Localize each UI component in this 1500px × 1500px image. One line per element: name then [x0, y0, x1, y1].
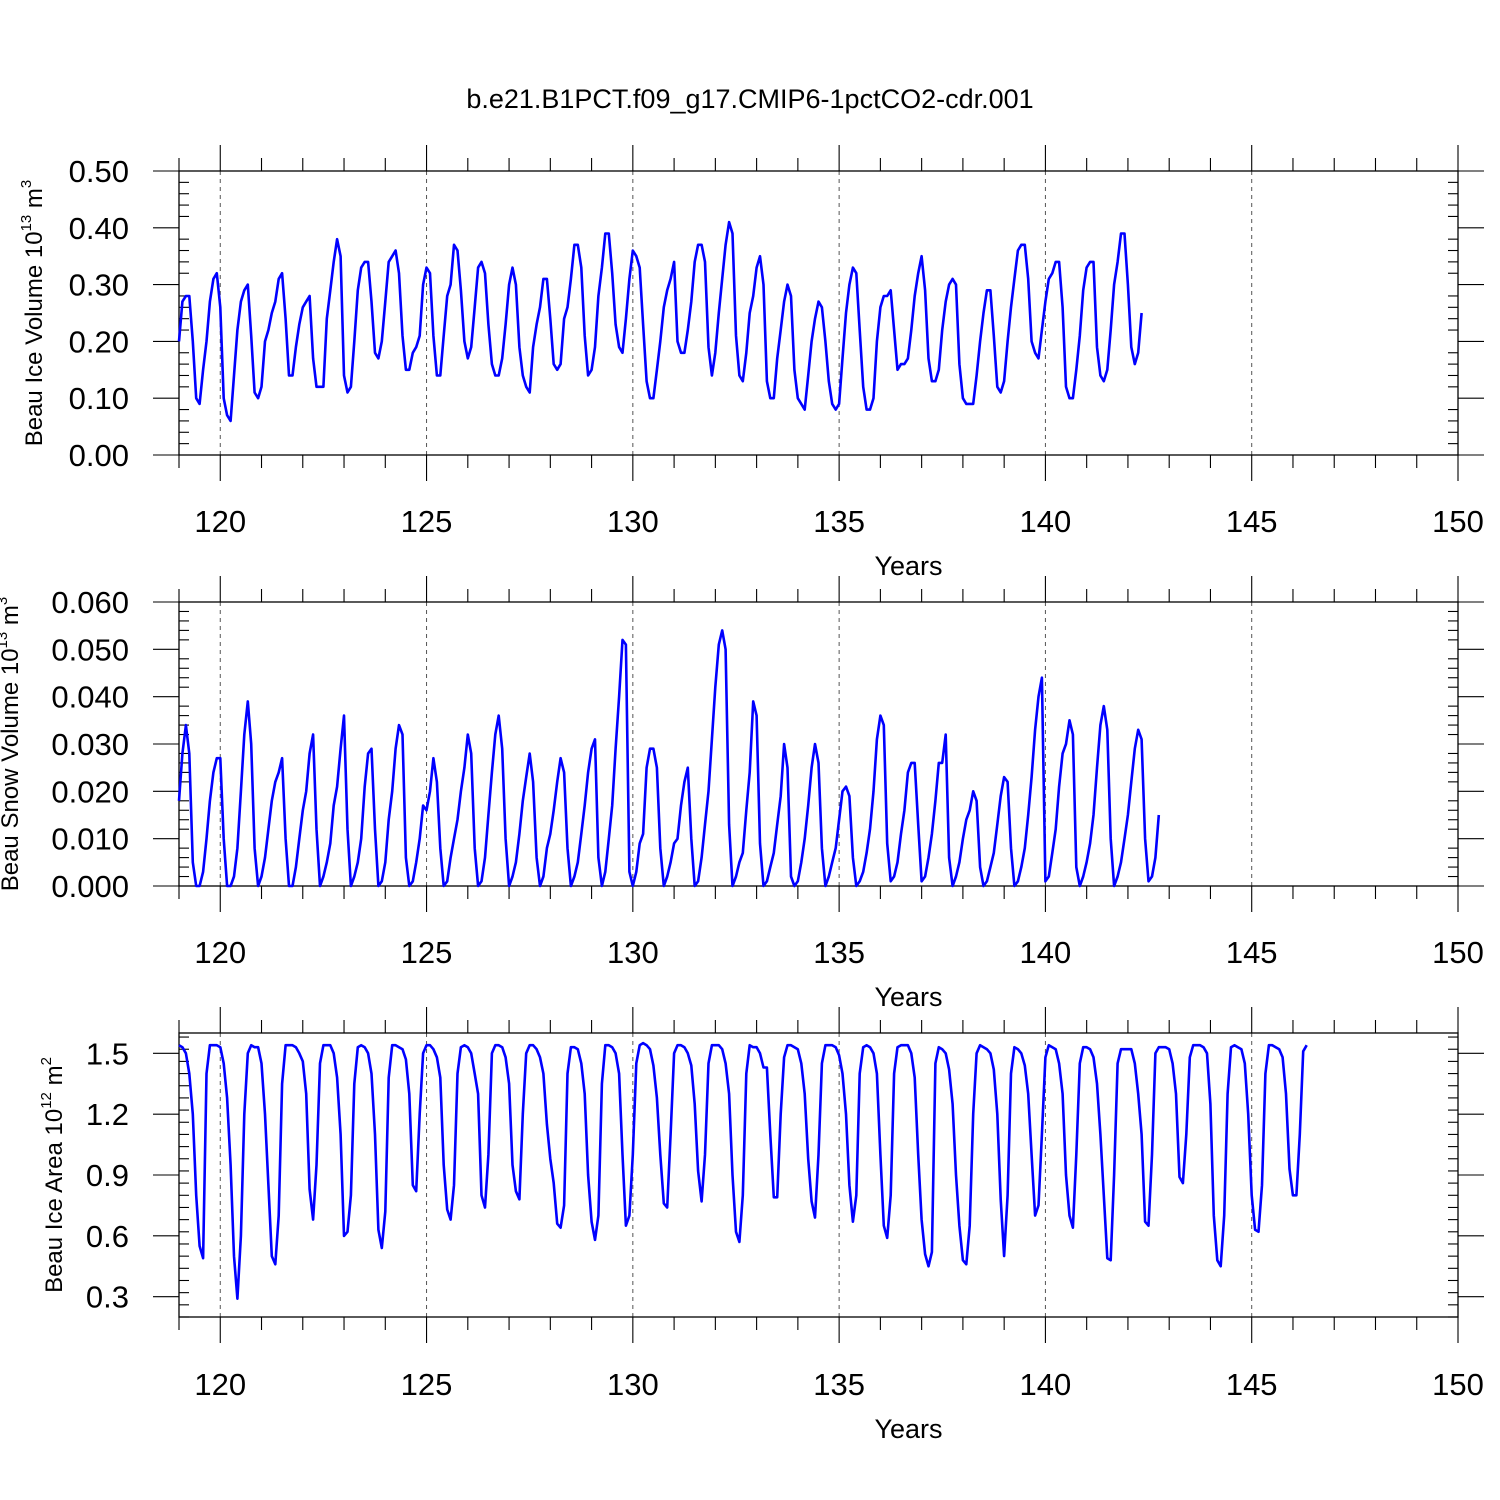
x-tick-label: 125 [401, 504, 453, 539]
series-line [178, 1041, 1308, 1300]
x-tick-label: 135 [813, 935, 865, 970]
y-tick-label: 0.020 [51, 774, 129, 809]
chart-title: b.e21.B1PCT.f09_g17.CMIP6-1pctCO2-cdr.00… [466, 84, 1033, 114]
y-tick-label: 1.5 [86, 1036, 129, 1071]
x-tick-label: 125 [401, 1367, 453, 1402]
x-tick-label: 150 [1432, 504, 1484, 539]
x-axis-label: Years [874, 551, 942, 581]
y-tick-label: 0.00 [69, 438, 129, 473]
x-tick-label: 125 [401, 935, 453, 970]
chart-panel-2: 120 125 130 135 140 145 150 0.000 0.010 0.020 0.03… [0, 576, 1484, 1012]
series-line [177, 629, 1161, 888]
y-tick-label: 0.10 [69, 381, 129, 416]
x-tick-label: 120 [194, 1367, 246, 1402]
plot-frame [178, 601, 1459, 887]
x-tick-label: 120 [194, 504, 246, 539]
y-tick-label: 0.30 [69, 268, 129, 303]
chart-panel-1: 120 125 130 135 140 145 150 0.00 0.10 0.20 0.30 0.4… [18, 145, 1484, 581]
x-tick-label: 150 [1432, 1367, 1484, 1402]
y-tick-label: 0.040 [51, 680, 129, 715]
x-tick-label: 135 [813, 504, 865, 539]
y-tick-label: 0.9 [86, 1158, 129, 1193]
y-tick-label: 1.2 [86, 1097, 129, 1132]
y-axis-label: Beau Ice Volume 1013 m3 [18, 180, 48, 447]
y-tick-label: 0.6 [86, 1219, 129, 1254]
chart-panel-3: 120 125 130 135 140 145 150 0.3 0.6 0.9 1.2 1.5 Year… [38, 1007, 1484, 1444]
plot-frame [178, 170, 1459, 456]
x-tick-label: 130 [607, 1367, 659, 1402]
y-tick-label: 0.060 [51, 585, 129, 620]
y-tick-label: 0.030 [51, 727, 129, 762]
y-tick-label: 0.3 [86, 1280, 129, 1315]
x-axis-label: Years [874, 1414, 942, 1444]
x-tick-label: 145 [1226, 1367, 1278, 1402]
y-tick-label: 0.20 [69, 324, 129, 359]
x-tick-label: 145 [1226, 504, 1278, 539]
x-tick-label: 145 [1226, 935, 1278, 970]
x-tick-label: 140 [1020, 935, 1072, 970]
x-tick-label: 150 [1432, 935, 1484, 970]
series-line [177, 220, 1143, 423]
x-tick-label: 130 [607, 504, 659, 539]
y-axis-label: Beau Snow Volume 1013 m3 [0, 597, 24, 892]
y-tick-label: 0.050 [51, 632, 129, 667]
y-tick-label: 0.50 [69, 154, 129, 189]
y-tick-label: 0.010 [51, 822, 129, 857]
x-tick-label: 130 [607, 935, 659, 970]
x-axis-label: Years [874, 982, 942, 1012]
y-tick-label: 0.40 [69, 211, 129, 246]
y-tick-label: 0.000 [51, 869, 129, 904]
x-tick-label: 140 [1020, 1367, 1072, 1402]
x-tick-label: 140 [1020, 504, 1072, 539]
x-tick-label: 120 [194, 935, 246, 970]
x-tick-label: 135 [813, 1367, 865, 1402]
y-axis-label: Beau Ice Area 1012 m2 [38, 1057, 68, 1293]
